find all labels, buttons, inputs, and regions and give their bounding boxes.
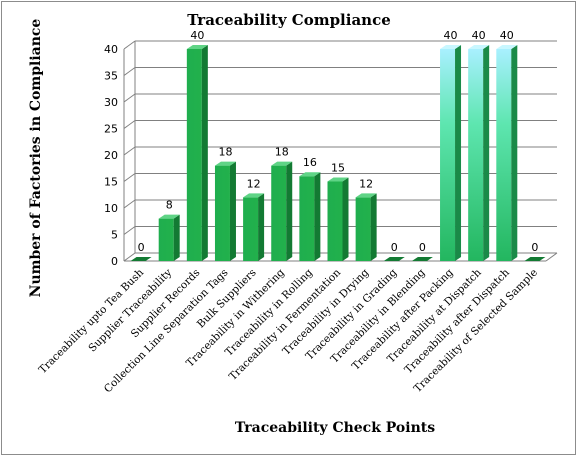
bar-front — [214, 165, 230, 261]
bar — [411, 257, 433, 261]
gridline-depth — [123, 40, 136, 50]
y-tick-label: 0 — [111, 255, 118, 268]
bar-top — [243, 193, 265, 198]
data-label: 8 — [166, 199, 173, 212]
bar-top — [468, 45, 490, 49]
gridline-depth — [123, 146, 136, 156]
bar-top — [158, 214, 180, 219]
bar-front — [440, 49, 456, 261]
bar-top — [271, 161, 293, 166]
y-tick-label: 20 — [104, 149, 118, 162]
bar-top — [299, 172, 321, 177]
gridline-depth — [123, 252, 136, 262]
data-label: 40 — [190, 29, 204, 42]
gridline-depth — [123, 120, 136, 129]
gridline-depth — [123, 173, 136, 182]
data-label: 15 — [331, 162, 345, 175]
bar-front — [158, 218, 174, 261]
floor-edge — [545, 252, 558, 262]
y-tick-label: 25 — [104, 123, 118, 136]
y-tick-label: 35 — [104, 70, 118, 83]
data-label: 16 — [303, 156, 317, 169]
data-label: 0 — [419, 241, 426, 254]
data-label: 0 — [138, 241, 145, 254]
data-label: 0 — [531, 241, 538, 254]
bar-side — [342, 177, 349, 261]
gridline-depth — [123, 226, 136, 235]
bar-front — [496, 49, 512, 261]
y-tick-label: 5 — [111, 229, 118, 242]
bar-front — [355, 197, 371, 261]
bar-side — [455, 45, 462, 261]
gridline-depth — [123, 67, 136, 76]
bar — [158, 214, 180, 261]
y-tick-labels: 0 5 10 15 20 25 30 35 40 — [104, 43, 118, 268]
bar-side — [173, 214, 180, 261]
bar-side — [483, 45, 490, 261]
bar — [468, 45, 490, 261]
bar-side — [511, 45, 518, 261]
bar-top — [496, 45, 518, 49]
bar-top — [327, 177, 349, 182]
bar — [496, 45, 518, 261]
data-label: 40 — [500, 29, 514, 42]
gridline-depth — [123, 199, 136, 209]
bar-side — [229, 161, 236, 261]
bar — [186, 45, 208, 261]
gridline-depth — [123, 93, 136, 103]
y-tick-label: 15 — [104, 176, 118, 189]
bar-front — [186, 49, 202, 261]
x-axis-title: Traceability Check Points — [235, 420, 435, 436]
bar-side — [370, 193, 377, 261]
y-tick-label: 30 — [104, 96, 118, 109]
bar — [383, 257, 405, 261]
data-label: 0 — [391, 241, 398, 254]
bar — [524, 257, 546, 261]
bar-top — [186, 45, 208, 49]
bar — [271, 161, 293, 261]
bar-front — [468, 49, 484, 261]
bar-zero — [411, 257, 433, 261]
bar — [327, 177, 349, 261]
bars — [130, 45, 546, 261]
data-label: 12 — [247, 177, 261, 190]
y-tick-label: 10 — [104, 202, 118, 215]
bar — [299, 172, 321, 261]
bar — [355, 193, 377, 261]
chart-title: Traceability Compliance — [187, 11, 391, 29]
bar-zero — [383, 257, 405, 261]
bar-side — [201, 45, 208, 261]
bar-zero — [130, 257, 152, 261]
bar-zero — [524, 257, 546, 261]
data-label: 18 — [218, 146, 232, 159]
bar-front — [299, 176, 315, 261]
y-axis-title: Number of Factories in Compliance — [28, 19, 44, 298]
bar — [440, 45, 462, 261]
bar — [130, 257, 152, 261]
bar-top — [214, 161, 236, 166]
data-label: 40 — [472, 29, 486, 42]
data-labels: 0 8 40 18 12 18 16 15 12 0 0 40 40 40 0 — [138, 29, 539, 254]
y-tick-label: 40 — [104, 43, 118, 56]
bar — [214, 161, 236, 261]
bar-front — [271, 165, 287, 261]
bar-side — [258, 193, 265, 261]
data-label: 40 — [444, 29, 458, 42]
bar-top — [355, 193, 377, 198]
bar-front — [327, 181, 343, 261]
data-label: 12 — [359, 177, 373, 190]
bar-top — [440, 45, 462, 49]
bar — [243, 193, 265, 261]
bar-side — [286, 161, 293, 261]
data-label: 18 — [275, 146, 289, 159]
bar-side — [314, 172, 321, 261]
bar-front — [243, 197, 259, 261]
